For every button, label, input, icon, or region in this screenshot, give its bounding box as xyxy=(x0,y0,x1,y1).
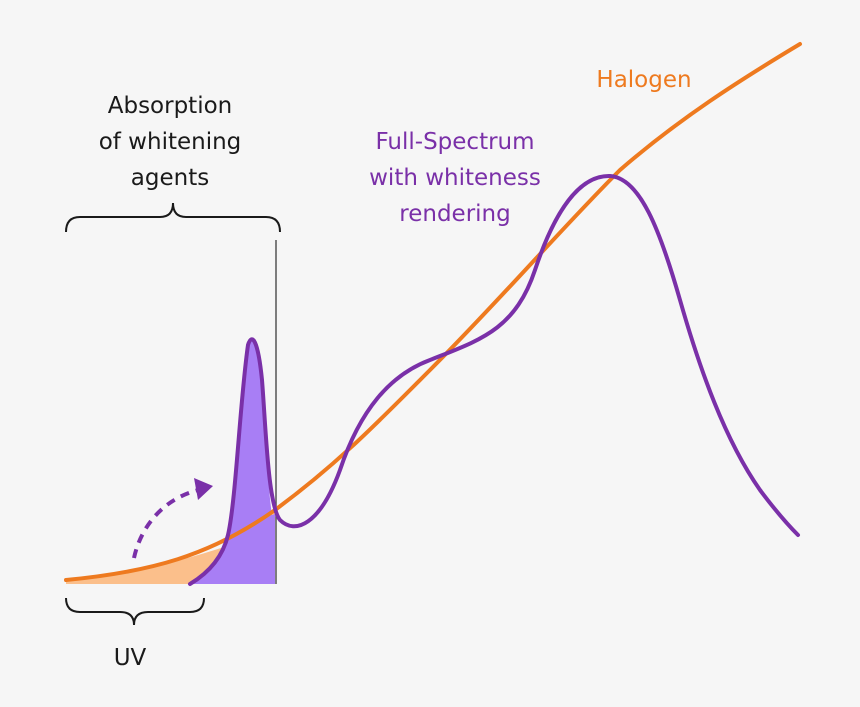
uv-label: UV xyxy=(113,645,147,671)
full-spectrum-label-line-2: with whiteness xyxy=(369,165,541,191)
uv-brace-icon xyxy=(65,597,205,626)
full-spectrum-label-line-1: Full-Spectrum xyxy=(375,129,535,155)
absorption-label-line-1: Absorption xyxy=(107,93,233,119)
absorption-label-line-3: agents xyxy=(130,165,210,191)
full-spectrum-curve xyxy=(188,173,800,586)
absorption-label: Absorption of whitening agents xyxy=(60,88,280,196)
halogen-curve xyxy=(64,42,802,582)
halogen-label: Halogen xyxy=(596,67,692,93)
full-spectrum-label: Full-Spectrum with whiteness rendering xyxy=(340,124,570,232)
full-spectrum-label-line-3: rendering xyxy=(399,201,511,227)
curly-brace-icon xyxy=(65,202,281,233)
absorption-label-line-2: of whitening xyxy=(98,129,242,155)
dashed-curved-arrow-icon xyxy=(132,478,213,559)
